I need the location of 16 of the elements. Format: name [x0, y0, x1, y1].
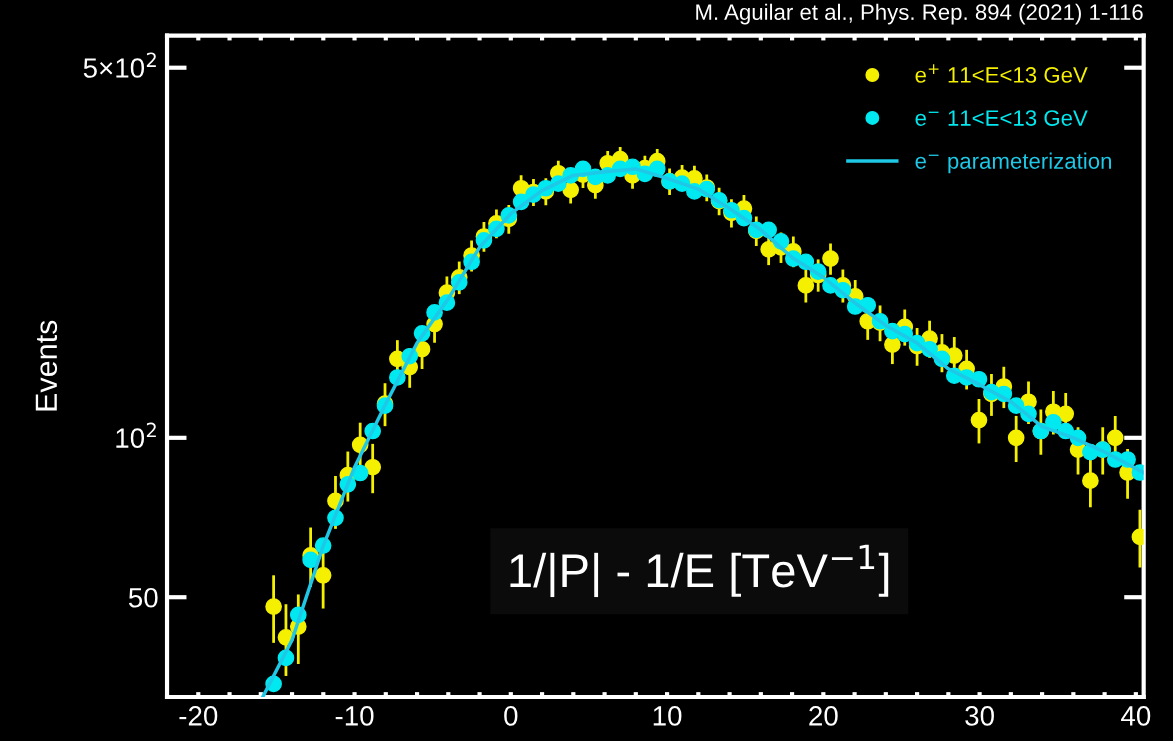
y-tick-label: 10$^{2}$	[116, 422, 156, 448]
y-tick-label: 50	[128, 587, 158, 608]
x-tick-label: 40	[1121, 706, 1151, 726]
x-tick-label: -20	[179, 706, 218, 726]
x-tick-label: -10	[335, 706, 374, 726]
x-tick-label: 30	[965, 706, 994, 726]
y-tick-label: 5×10$^{2}$	[83, 52, 156, 78]
text: M. Aguilar et al., Phys. Rep. 894 (2021) 1-116	[696, 3, 1143, 25]
x-tick-label: 0	[504, 706, 518, 726]
legend-label: e$^{−}$ parameterization	[915, 152, 1112, 174]
y-axis-title: Events	[35, 320, 58, 411]
x-tick-label: 10	[653, 706, 682, 726]
legend-label: e$^{+}$ 11<E<13 GeV	[915, 64, 1088, 83]
x-axis-title: 1/|P| - 1/E [TeV$^{−1}$]	[510, 544, 889, 598]
x-tick-label: 20	[809, 706, 838, 726]
legend-label: e$^{−}$ 11<E<13 GeV	[915, 110, 1088, 126]
